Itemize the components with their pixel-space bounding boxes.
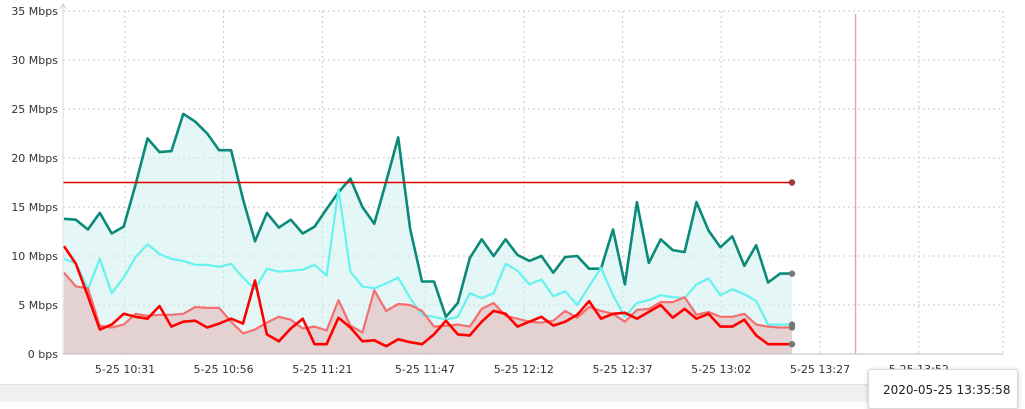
horizontal-scrollbar[interactable] xyxy=(0,384,868,402)
y-tick-label: 25 Mbps xyxy=(11,103,58,116)
x-tick-label: 5-25 13:27 xyxy=(790,363,850,376)
y-tick-label: 0 bps xyxy=(28,348,58,361)
y-tick-label: 30 Mbps xyxy=(11,54,58,67)
y-tick-label: 10 Mbps xyxy=(11,250,58,263)
x-tick-label: 5-25 13:02 xyxy=(691,363,751,376)
x-tick-label: 5-25 11:21 xyxy=(292,363,352,376)
tooltip-timestamp: 2020-05-25 13:35:58 xyxy=(883,383,1011,397)
y-tick-label: 20 Mbps xyxy=(11,152,58,165)
x-tick-label: 5-25 12:37 xyxy=(593,363,653,376)
series-line-3 xyxy=(62,245,792,348)
threshold-endpoint xyxy=(788,179,796,186)
y-axis-tick-labels: 0 bps 5 Mbps 10 Mbps 15 Mbps 20 Mbps 25 Mbps 3… xyxy=(11,5,58,361)
series-endpoint-2 xyxy=(788,324,796,331)
x-axis-tick-labels: 5-25 10:31 5-25 10:56 5-25 11:21 5-25 11:47… xyxy=(95,363,949,376)
threshold-line xyxy=(63,179,796,186)
x-tick-label: 5-25 10:56 xyxy=(193,363,253,376)
hover-tooltip: 2020-05-25 13:35:58 xyxy=(868,369,1018,409)
y-tick-label: 15 Mbps xyxy=(11,201,58,214)
x-tick-label: 5-25 10:31 xyxy=(95,363,155,376)
traffic-chart: 0 bps 5 Mbps 10 Mbps 15 Mbps 20 Mbps 25 Mbps 3… xyxy=(11,3,1004,376)
series-endpoint-0 xyxy=(788,270,796,277)
x-tick-label: 5-25 11:47 xyxy=(395,363,455,376)
series-line-0 xyxy=(63,112,792,319)
series-area-0 xyxy=(64,113,792,355)
axes xyxy=(59,3,1003,355)
series-endpoint-3 xyxy=(788,341,796,348)
series-area-2 xyxy=(64,272,792,354)
y-tick-label: 5 Mbps xyxy=(18,299,58,312)
series-areas xyxy=(64,113,792,355)
series-line-1 xyxy=(63,188,792,326)
x-tick-label: 5-25 12:12 xyxy=(494,363,554,376)
series-endpoints xyxy=(788,270,796,348)
series-line-2 xyxy=(63,271,792,335)
series-lines xyxy=(62,112,792,348)
y-axis-arrow xyxy=(59,3,67,10)
y-tick-label: 35 Mbps xyxy=(11,5,58,18)
